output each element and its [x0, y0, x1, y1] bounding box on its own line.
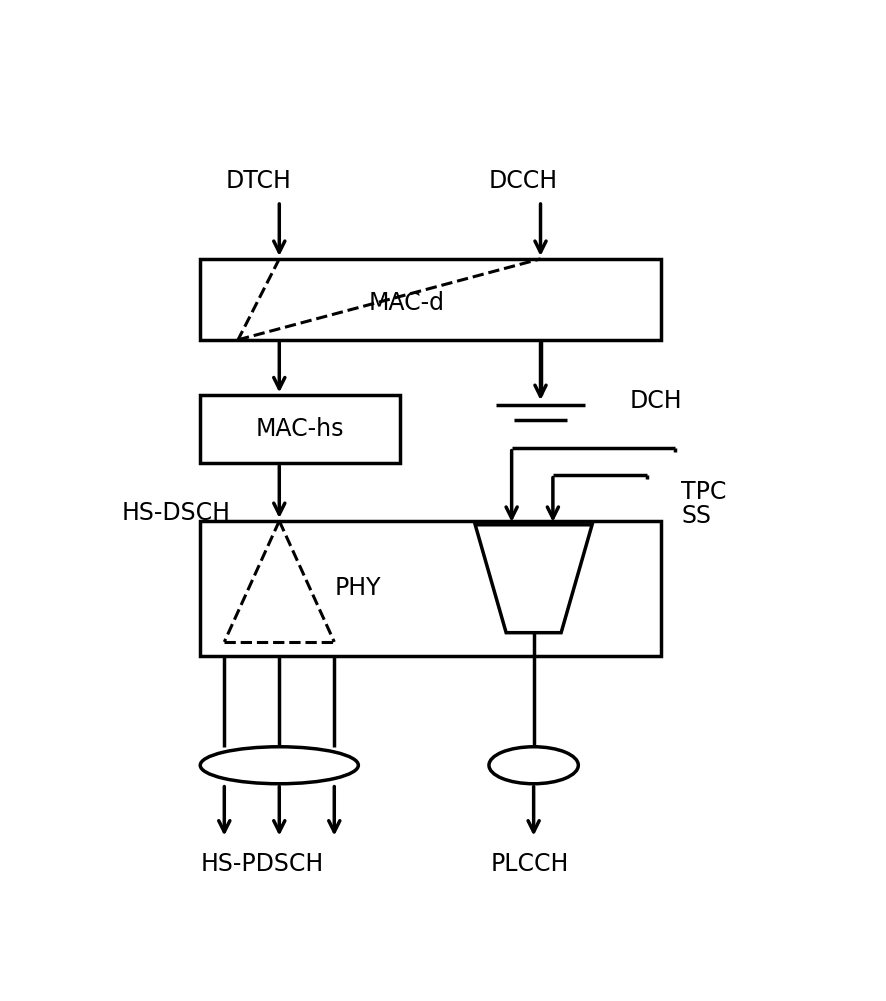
Text: DTCH: DTCH [225, 169, 291, 193]
Text: SS: SS [680, 505, 711, 529]
Bar [200, 259, 660, 339]
Polygon shape [475, 525, 592, 633]
Text: MAC-hs: MAC-hs [255, 417, 344, 441]
Text: DCH: DCH [629, 389, 681, 413]
Text: HS-PDSCH: HS-PDSCH [200, 853, 323, 876]
Bar [200, 521, 660, 656]
Text: DCCH: DCCH [488, 169, 557, 193]
Bar [200, 395, 399, 463]
Text: PHY: PHY [335, 576, 381, 600]
Text: HS-DSCH: HS-DSCH [121, 502, 230, 526]
Text: MAC-d: MAC-d [368, 291, 444, 314]
Text: PLCCH: PLCCH [491, 853, 569, 876]
Ellipse shape [488, 747, 578, 784]
Text: TPC: TPC [680, 479, 726, 504]
Ellipse shape [200, 747, 358, 784]
